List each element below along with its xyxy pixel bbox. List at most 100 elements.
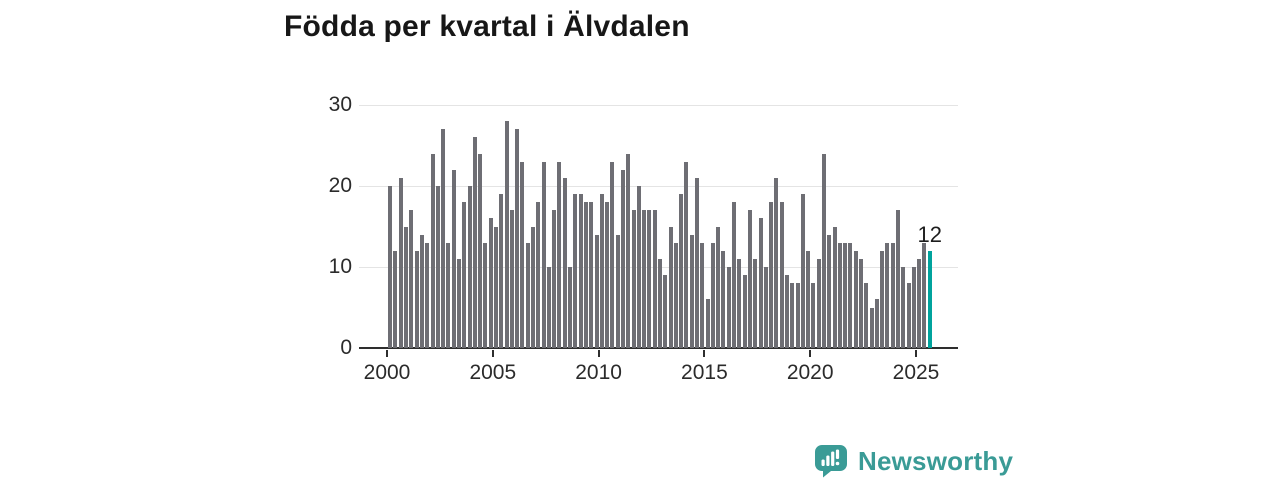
bar bbox=[605, 202, 610, 348]
bar bbox=[663, 275, 668, 348]
bar bbox=[499, 194, 504, 348]
bar bbox=[853, 250, 858, 348]
y-axis-label: 30 bbox=[328, 93, 352, 116]
bar bbox=[832, 226, 837, 348]
gridline bbox=[359, 186, 958, 187]
bar bbox=[620, 169, 625, 348]
bar bbox=[880, 250, 885, 348]
bar bbox=[795, 283, 800, 348]
bar-highlighted bbox=[927, 250, 932, 348]
y-axis-label: 0 bbox=[340, 336, 352, 359]
bar bbox=[599, 194, 604, 348]
bar bbox=[896, 210, 901, 348]
x-axis-label: 2000 bbox=[363, 361, 411, 384]
bar bbox=[758, 218, 763, 348]
logo-exclamation-dot bbox=[835, 461, 840, 466]
logo-bar-medium bbox=[826, 455, 830, 466]
bar bbox=[673, 242, 678, 348]
bar bbox=[404, 226, 409, 348]
bar bbox=[456, 258, 461, 348]
bar bbox=[843, 242, 848, 348]
logo-exclamation-stroke bbox=[835, 449, 840, 459]
bar bbox=[631, 210, 636, 348]
bar bbox=[732, 202, 737, 348]
bar bbox=[827, 234, 832, 348]
bar bbox=[721, 250, 726, 348]
bar bbox=[531, 226, 536, 348]
x-axis-tick bbox=[597, 350, 600, 357]
bar bbox=[525, 242, 530, 348]
bar bbox=[562, 177, 567, 348]
x-axis-tick bbox=[809, 350, 812, 357]
bar bbox=[478, 153, 483, 348]
y-axis-label: 20 bbox=[328, 174, 352, 197]
x-axis-line bbox=[359, 347, 958, 349]
bar bbox=[636, 186, 641, 348]
bar bbox=[388, 186, 393, 348]
bar bbox=[536, 202, 541, 348]
bar bbox=[451, 169, 456, 348]
bar bbox=[890, 242, 895, 348]
x-axis-label: 2025 bbox=[892, 361, 940, 384]
bar bbox=[520, 161, 525, 348]
x-axis-label: 2010 bbox=[575, 361, 622, 384]
bar bbox=[541, 161, 546, 348]
bar bbox=[821, 153, 826, 348]
bar bbox=[425, 242, 430, 348]
y-axis-label: 10 bbox=[328, 255, 352, 278]
bar bbox=[657, 258, 662, 348]
bar bbox=[462, 202, 467, 348]
bar bbox=[769, 202, 774, 348]
bar bbox=[716, 226, 721, 348]
bar bbox=[689, 234, 694, 348]
bar bbox=[546, 267, 551, 348]
bar bbox=[848, 242, 853, 348]
bar bbox=[837, 242, 842, 348]
bar bbox=[652, 210, 657, 348]
logo-bar-large bbox=[831, 451, 835, 466]
bar bbox=[774, 177, 779, 348]
bar bbox=[393, 250, 398, 348]
bar bbox=[435, 186, 440, 348]
bar bbox=[811, 283, 816, 348]
bar bbox=[594, 234, 599, 348]
bar bbox=[409, 210, 414, 348]
bar bbox=[806, 250, 811, 348]
bar bbox=[552, 210, 557, 348]
bar bbox=[472, 137, 477, 348]
x-axis-tick bbox=[703, 350, 706, 357]
bar bbox=[414, 250, 419, 348]
bar bbox=[859, 258, 863, 348]
bar bbox=[710, 242, 715, 348]
bar bbox=[917, 258, 922, 348]
x-axis-tick bbox=[915, 350, 917, 357]
x-axis-label: 2015 bbox=[681, 361, 728, 384]
newsworthy-logo-text: Newsworthy bbox=[858, 445, 1014, 476]
bar bbox=[747, 210, 752, 348]
bar bbox=[790, 283, 795, 348]
bar bbox=[911, 267, 916, 348]
bar bbox=[504, 121, 509, 348]
bar bbox=[509, 210, 514, 348]
bar bbox=[700, 242, 705, 348]
bar bbox=[483, 242, 488, 348]
bar bbox=[668, 226, 673, 348]
bar bbox=[647, 210, 652, 348]
bar bbox=[589, 202, 594, 348]
bar bbox=[626, 153, 631, 348]
bar bbox=[441, 129, 446, 348]
bar bbox=[800, 194, 805, 348]
x-axis-label: 2020 bbox=[786, 361, 834, 384]
bar bbox=[615, 234, 620, 348]
bar bbox=[784, 275, 789, 348]
bar bbox=[578, 194, 583, 348]
bar bbox=[573, 194, 578, 348]
bar bbox=[742, 275, 747, 348]
bar bbox=[737, 258, 742, 348]
bar bbox=[816, 258, 821, 348]
bar bbox=[922, 242, 927, 348]
bar bbox=[583, 202, 588, 348]
x-axis-tick bbox=[386, 350, 388, 357]
bar bbox=[467, 186, 472, 348]
